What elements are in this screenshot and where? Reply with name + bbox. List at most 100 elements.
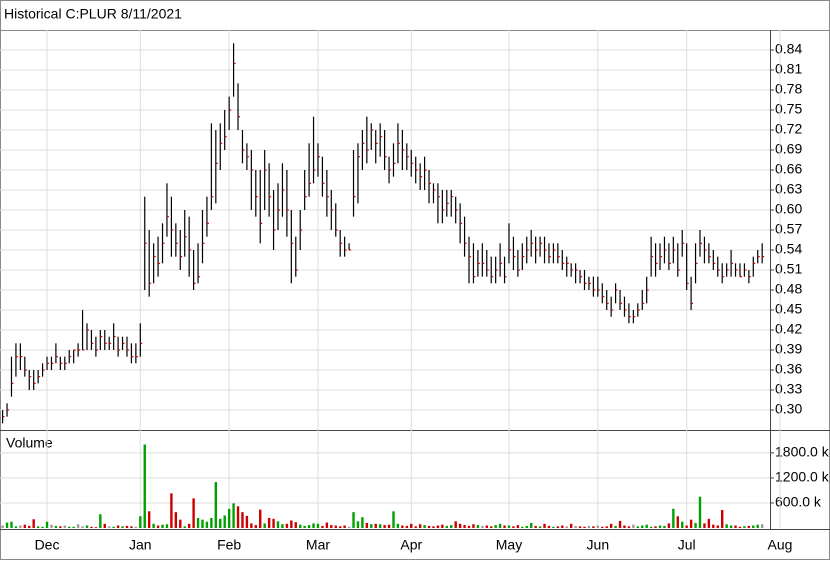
y-tick-label: 0.42 — [775, 321, 802, 337]
y-tick-label: 0.84 — [775, 41, 802, 57]
volume-bar — [738, 526, 742, 528]
volume-bar — [352, 512, 355, 528]
volume-bar — [529, 522, 533, 528]
volume-bar — [729, 525, 733, 528]
x-tick-label: Apr — [400, 537, 422, 553]
y-tick-label: 0.60 — [775, 201, 802, 217]
volume-bar — [743, 526, 746, 528]
volume-bar — [694, 522, 697, 528]
volume-bar — [654, 526, 657, 528]
y-tick-label: 0.33 — [775, 381, 802, 397]
volume-bar — [236, 506, 240, 528]
volume-bar — [272, 518, 275, 528]
volume-bar — [5, 522, 9, 528]
volume-bar — [276, 521, 280, 528]
volume-bar — [538, 526, 542, 528]
volume-bar — [498, 523, 502, 528]
volume-bar — [54, 525, 58, 528]
volume-bar — [627, 526, 631, 528]
volume-bar — [618, 520, 622, 528]
volume-bar — [45, 521, 49, 528]
volume-bar — [263, 523, 266, 528]
volume-bar — [667, 523, 671, 528]
volume-bar — [63, 525, 66, 528]
volume-bar — [152, 523, 155, 528]
volume-bar — [418, 524, 422, 528]
volume-bar — [712, 524, 715, 528]
y-tick-label: 0.69 — [775, 141, 802, 157]
volume-bar — [28, 525, 31, 528]
y-tick-label: 0.54 — [775, 241, 802, 257]
volume-bar — [698, 496, 702, 528]
volume-bar — [192, 498, 195, 528]
volume-bar — [321, 525, 324, 528]
volume-bar — [450, 525, 453, 528]
volume-bar — [170, 493, 173, 528]
volume-bar — [614, 525, 617, 528]
volume-bar — [685, 525, 688, 528]
x-tick-label: Jan — [129, 537, 152, 553]
volume-bar — [130, 526, 133, 528]
volume-bar — [59, 526, 62, 528]
y-tick-label: 0.75 — [775, 101, 802, 117]
volume-bar — [494, 525, 497, 528]
volume-bar — [481, 525, 484, 528]
volume-bar — [183, 526, 186, 528]
volume-bar — [641, 525, 644, 528]
y-tick-label: 0.36 — [775, 361, 802, 377]
volume-bar — [294, 522, 297, 528]
volume-bar — [458, 523, 462, 528]
volume-bar — [1, 525, 4, 528]
volume-bar — [423, 525, 426, 528]
volume-bar — [463, 525, 466, 528]
volume-bar — [543, 523, 546, 528]
volume-bar — [703, 523, 706, 528]
volume-bar — [32, 519, 35, 528]
volume-bar — [241, 512, 244, 528]
volume-bar — [441, 524, 444, 528]
volume-bar — [547, 525, 551, 528]
x-tick-label: Jun — [587, 537, 610, 553]
volume-bar — [312, 523, 315, 528]
volume-bar — [210, 517, 213, 528]
volume-bar — [676, 516, 679, 528]
volume-bar — [223, 515, 226, 528]
volume-bar — [472, 524, 475, 528]
volume-bar — [556, 526, 560, 528]
x-tick-label: Dec — [35, 537, 60, 553]
volume-bar — [534, 525, 537, 528]
volume-bar — [134, 526, 138, 528]
volume-bar — [316, 523, 320, 528]
y2-tick-label: 1800.0 k — [775, 444, 830, 460]
volume-bar — [307, 525, 311, 528]
volume-bar — [609, 523, 613, 528]
y-tick-label: 0.51 — [775, 261, 802, 277]
y-tick-label: 0.66 — [775, 161, 802, 177]
volume-bar — [370, 524, 373, 528]
volume-bar — [734, 525, 737, 528]
volume-bar — [521, 526, 524, 528]
y-tick-label: 0.39 — [775, 341, 802, 357]
volume-bar — [396, 523, 400, 528]
volume-bar — [245, 515, 249, 528]
volume-bar — [76, 524, 80, 528]
volume-bar — [476, 525, 480, 528]
volume-bar — [196, 517, 200, 528]
volume-bar — [636, 526, 640, 528]
x-tick-label: Feb — [217, 537, 241, 553]
volume-bar — [689, 519, 693, 528]
volume-bar — [747, 525, 751, 528]
volume-bar — [259, 509, 262, 528]
volume-bar — [427, 525, 431, 528]
volume-bar — [392, 511, 395, 528]
y-tick-label: 0.45 — [775, 301, 802, 317]
volume-bar — [587, 525, 591, 528]
volume-bar — [50, 524, 53, 528]
volume-bar — [174, 512, 178, 528]
volume-bar — [290, 520, 293, 528]
chart-title: Historical C:PLUR 8/11/2021 — [4, 6, 182, 22]
volume-bar — [99, 514, 102, 528]
volume-bar — [467, 525, 471, 528]
volume-bar — [601, 526, 604, 528]
